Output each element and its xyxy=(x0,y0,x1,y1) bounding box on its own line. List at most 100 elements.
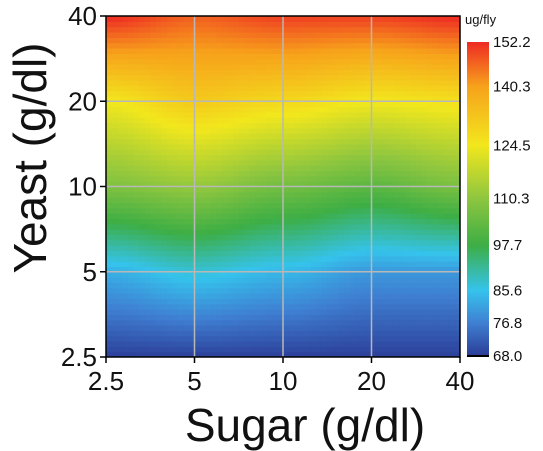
heatmap-cell xyxy=(343,319,350,326)
heatmap-cell xyxy=(321,58,328,65)
heatmap-cell xyxy=(277,37,284,44)
heatmap-cell xyxy=(255,229,262,236)
heatmap-cell xyxy=(260,282,268,289)
heatmap-cell xyxy=(249,213,256,220)
heatmap-cell xyxy=(360,181,367,188)
heatmap-cell xyxy=(155,335,162,342)
heatmap-cell xyxy=(343,186,350,193)
heatmap-cell xyxy=(194,207,201,214)
heatmap-cell xyxy=(166,298,173,305)
heatmap-cell xyxy=(288,181,295,188)
heatmap-cell xyxy=(399,79,406,86)
heatmap-cell xyxy=(255,266,262,273)
heatmap-cell xyxy=(354,255,362,262)
heatmap-cell xyxy=(332,335,339,342)
heatmap-cell xyxy=(360,154,367,161)
heatmap-cell xyxy=(211,53,218,60)
heatmap-cell xyxy=(349,255,356,262)
heatmap-cell xyxy=(155,287,162,294)
heatmap-cell xyxy=(238,218,245,225)
heatmap-cell xyxy=(426,293,433,299)
heatmap-cell xyxy=(382,90,389,97)
heatmap-cell xyxy=(249,37,256,44)
heatmap-cell xyxy=(294,346,301,353)
heatmap-cell xyxy=(238,74,245,81)
heatmap-cell xyxy=(360,223,367,230)
heatmap-cell xyxy=(244,106,251,113)
heatmap-cell xyxy=(321,261,328,268)
heatmap-cell xyxy=(399,218,406,225)
heatmap-cell xyxy=(255,213,262,220)
heatmap-cell xyxy=(288,266,295,273)
heatmap-cell xyxy=(371,159,378,166)
heatmap-cell xyxy=(255,277,262,284)
heatmap-cell xyxy=(404,229,411,236)
heatmap-cell xyxy=(188,223,196,230)
heatmap-cell xyxy=(144,74,151,81)
heatmap-cell xyxy=(216,74,223,81)
heatmap-cell xyxy=(332,293,339,299)
heatmap-cell xyxy=(415,341,422,347)
heatmap-cell xyxy=(382,31,389,38)
heatmap-cell xyxy=(365,138,373,145)
heatmap-cell xyxy=(150,133,157,140)
heatmap-cell xyxy=(454,218,460,225)
heatmap-cell xyxy=(227,58,234,65)
heatmap-cell xyxy=(271,79,279,86)
heatmap-cell xyxy=(360,255,367,262)
heatmap-cell xyxy=(211,127,218,134)
heatmap-cell xyxy=(327,122,334,129)
heatmap-cell xyxy=(222,175,229,182)
heatmap-cell xyxy=(238,143,245,150)
heatmap-cell xyxy=(316,250,323,257)
heatmap-cell xyxy=(454,207,460,214)
heatmap-cell xyxy=(432,293,439,299)
heatmap-cell xyxy=(122,16,129,22)
heatmap-cell xyxy=(183,154,190,161)
heatmap-cell xyxy=(393,298,400,305)
heatmap-cell xyxy=(216,234,223,241)
heatmap-cell xyxy=(177,229,185,236)
heatmap-cell xyxy=(139,282,146,289)
heatmap-cell xyxy=(166,21,173,28)
heatmap-cell xyxy=(155,250,162,257)
heatmap-cell xyxy=(255,143,262,150)
heatmap-cell xyxy=(316,191,323,198)
heatmap-cell xyxy=(211,26,218,33)
heatmap-cell xyxy=(150,346,157,353)
heatmap-cell xyxy=(266,63,273,70)
heatmap-cell xyxy=(382,85,389,92)
heatmap-cell xyxy=(255,303,262,310)
heatmap-cell xyxy=(144,63,151,70)
heatmap-cell xyxy=(266,218,273,225)
heatmap-cell xyxy=(349,79,356,86)
heatmap-cell xyxy=(117,319,124,326)
heatmap-cell xyxy=(200,122,207,129)
heatmap-cell xyxy=(150,245,157,252)
heatmap-cell xyxy=(233,266,240,273)
heatmap-cell xyxy=(371,346,378,353)
heatmap-cell xyxy=(448,58,456,65)
heatmap-cell xyxy=(310,106,317,113)
heatmap-cell xyxy=(172,106,179,113)
heatmap-cell xyxy=(139,266,146,273)
heatmap-cell xyxy=(332,106,339,113)
heatmap-cell xyxy=(421,277,428,284)
heatmap-cell xyxy=(443,170,450,177)
heatmap-cell xyxy=(233,207,240,214)
heatmap-cell xyxy=(365,79,373,86)
heatmap-cell xyxy=(371,37,378,44)
heatmap-cell xyxy=(288,165,295,172)
heatmap-cell xyxy=(321,79,328,86)
heatmap-cell xyxy=(316,309,323,315)
heatmap-cell xyxy=(338,266,345,273)
heatmap-cell xyxy=(310,255,317,262)
heatmap-cell xyxy=(360,239,367,246)
heatmap-cell xyxy=(194,303,201,310)
heatmap-cell xyxy=(271,314,279,321)
heatmap-cell xyxy=(227,149,234,156)
heatmap-cell xyxy=(277,207,284,214)
heatmap-cell xyxy=(155,165,162,172)
heatmap-cell xyxy=(283,175,290,182)
